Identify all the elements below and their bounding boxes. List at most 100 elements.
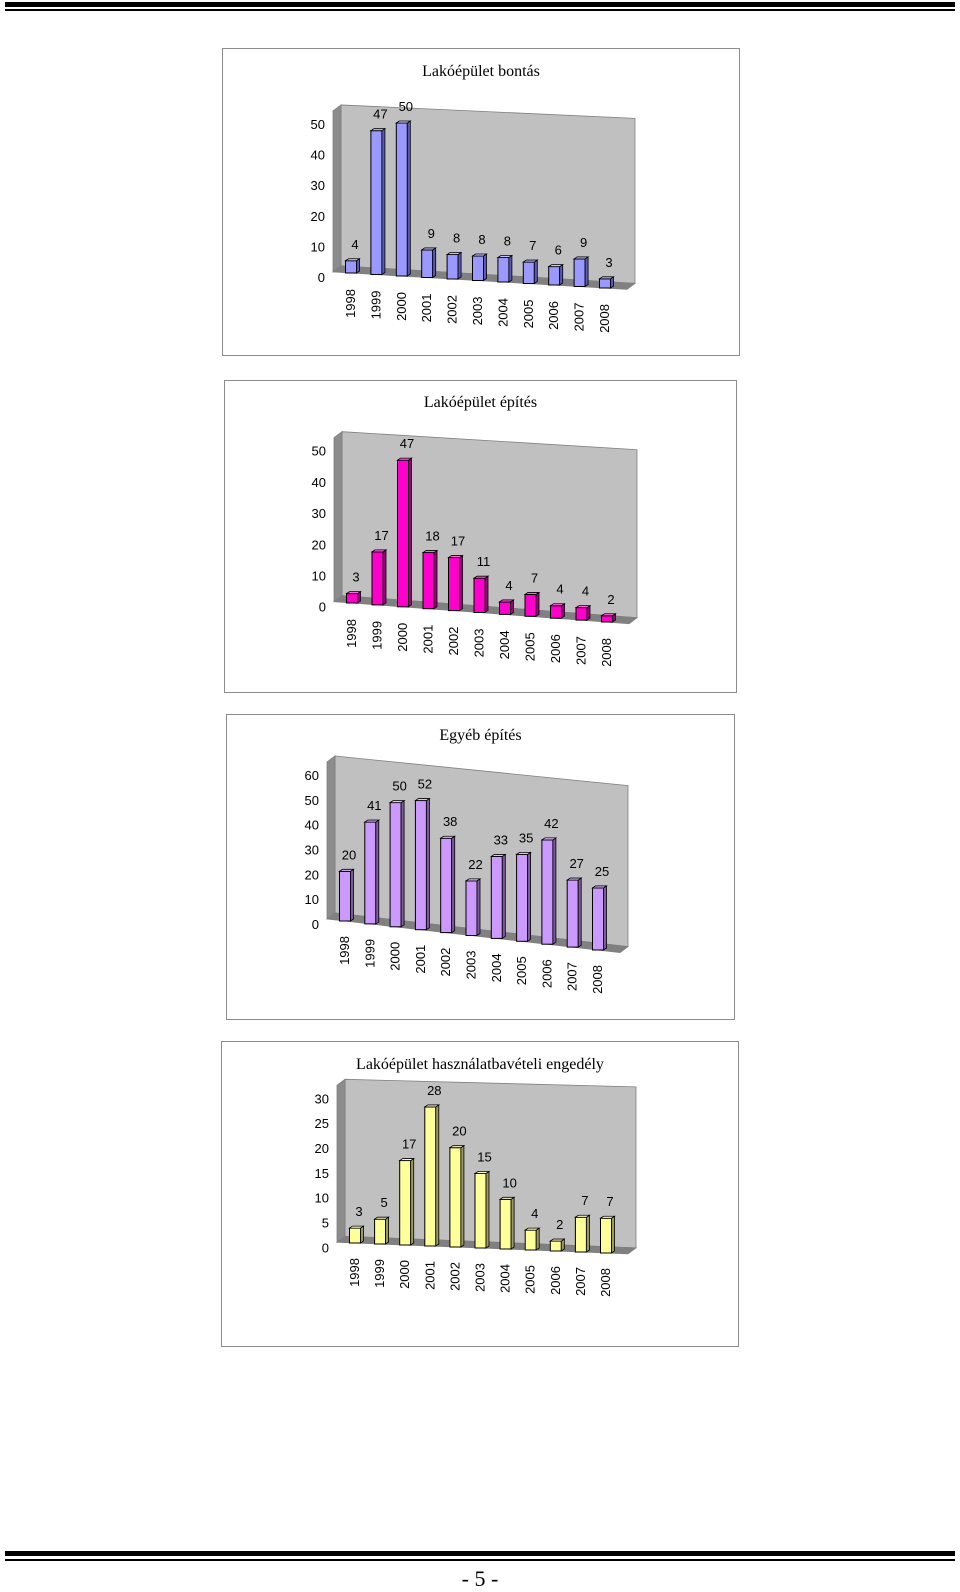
x-tick-label: 2006 <box>548 634 563 663</box>
bar-2001 <box>420 247 438 279</box>
bar-side <box>425 797 430 931</box>
x-tick-label: 1998 <box>347 1258 362 1287</box>
y-tick-label: 30 <box>312 506 326 521</box>
bar-side <box>483 253 487 282</box>
x-tick-label: 2000 <box>397 1260 412 1289</box>
data-label: 6 <box>555 243 562 258</box>
bar-top <box>565 877 583 881</box>
bar-front <box>346 593 358 604</box>
x-tick-label: 2004 <box>495 298 510 327</box>
bar-side <box>501 853 506 940</box>
bar-front <box>389 802 402 928</box>
bar-side <box>510 1196 515 1250</box>
bar-side <box>385 1216 390 1245</box>
bar-front <box>524 1229 537 1251</box>
bar-front <box>397 459 409 608</box>
data-label: 7 <box>581 1193 588 1208</box>
bar-top <box>394 120 412 124</box>
x-tick-label: 2003 <box>473 1263 488 1292</box>
chart-side-wall <box>332 104 342 273</box>
x-tick-label: 2001 <box>422 1261 437 1290</box>
x-tick-label: 2008 <box>598 1268 613 1297</box>
bar-side <box>457 251 462 280</box>
bar-top <box>523 592 541 595</box>
y-tick-label: 50 <box>312 444 326 459</box>
bar-top <box>363 819 381 823</box>
bar-2002 <box>439 835 457 934</box>
data-label: 4 <box>351 237 358 252</box>
bar-top <box>370 549 388 553</box>
bar-top <box>598 276 615 280</box>
bar-2001 <box>423 1104 441 1247</box>
y-tick-label: 15 <box>315 1166 329 1181</box>
bar-front <box>516 853 529 942</box>
x-tick-label: 2007 <box>565 962 580 991</box>
bar-2003 <box>472 575 490 614</box>
data-label: 18 <box>425 529 439 544</box>
bar-side <box>381 127 386 276</box>
bar-1999 <box>363 819 381 925</box>
bar-2008 <box>600 613 617 623</box>
bar-front <box>345 260 357 274</box>
y-tick-label: 40 <box>311 148 325 163</box>
bar-side <box>360 1225 364 1244</box>
x-tick-label: 2005 <box>523 1265 538 1294</box>
bar-2001 <box>421 549 439 610</box>
bar-front <box>421 249 434 279</box>
x-tick-label: 2001 <box>421 625 436 654</box>
page-number: - 5 - <box>461 1566 499 1591</box>
data-label: 47 <box>400 436 414 451</box>
bar-front <box>395 122 408 277</box>
bar-2007 <box>574 604 592 621</box>
bar-front <box>601 615 613 623</box>
bar-2002 <box>448 1144 466 1248</box>
y-tick-label: 20 <box>315 1141 329 1156</box>
bar-2004 <box>496 254 514 283</box>
bar-top <box>572 256 590 260</box>
bar-front <box>465 880 478 937</box>
bar-side <box>603 885 607 951</box>
bar-top <box>472 575 490 579</box>
x-tick-label: 2004 <box>498 1264 513 1293</box>
bar-2005 <box>523 591 541 618</box>
bar-front <box>472 255 484 282</box>
bar-2002 <box>447 554 464 612</box>
y-tick-label: 0 <box>322 1240 329 1255</box>
data-label: 9 <box>580 235 587 250</box>
bar-2003 <box>471 253 488 282</box>
x-tick-label: 2006 <box>548 1266 563 1295</box>
bar-side <box>476 878 481 937</box>
bar-2005 <box>521 259 539 285</box>
bar-top <box>540 837 558 841</box>
x-tick-label: 2003 <box>470 297 485 326</box>
y-tick-label: 10 <box>315 1191 329 1206</box>
y-tick-label: 40 <box>305 818 319 833</box>
x-tick-label: 2001 <box>413 945 428 974</box>
x-tick-label: 2000 <box>394 292 409 321</box>
chart-plot: 0102030405031998171999472000182001172002… <box>312 430 639 667</box>
bar-top <box>344 258 361 262</box>
bar-side <box>577 877 582 948</box>
data-label: 3 <box>605 255 612 270</box>
bar-side <box>375 819 380 925</box>
data-label: 20 <box>452 1124 466 1139</box>
y-tick-label: 5 <box>322 1215 329 1230</box>
bar-2000 <box>398 1157 416 1246</box>
bar-front <box>499 601 511 615</box>
bar-2000 <box>388 799 406 928</box>
bar-front <box>522 261 535 285</box>
bar-front <box>424 1106 437 1247</box>
data-label: 41 <box>367 798 381 813</box>
bar-top <box>547 264 565 268</box>
bar-front <box>448 557 460 612</box>
x-tick-label: 2007 <box>572 303 587 332</box>
bar-side <box>533 259 538 285</box>
bar-side <box>585 1214 590 1253</box>
top-rule-thin <box>5 9 955 11</box>
bar-side <box>584 256 589 288</box>
bar-1998 <box>344 258 361 274</box>
bar-front <box>541 839 554 945</box>
bar-top <box>489 854 507 857</box>
chart-egyeb-epites: Egyéb építés 0 10 20 30 40 50 60 20 1998 41 1999 50… <box>226 714 735 1020</box>
data-label: 4 <box>505 578 512 593</box>
